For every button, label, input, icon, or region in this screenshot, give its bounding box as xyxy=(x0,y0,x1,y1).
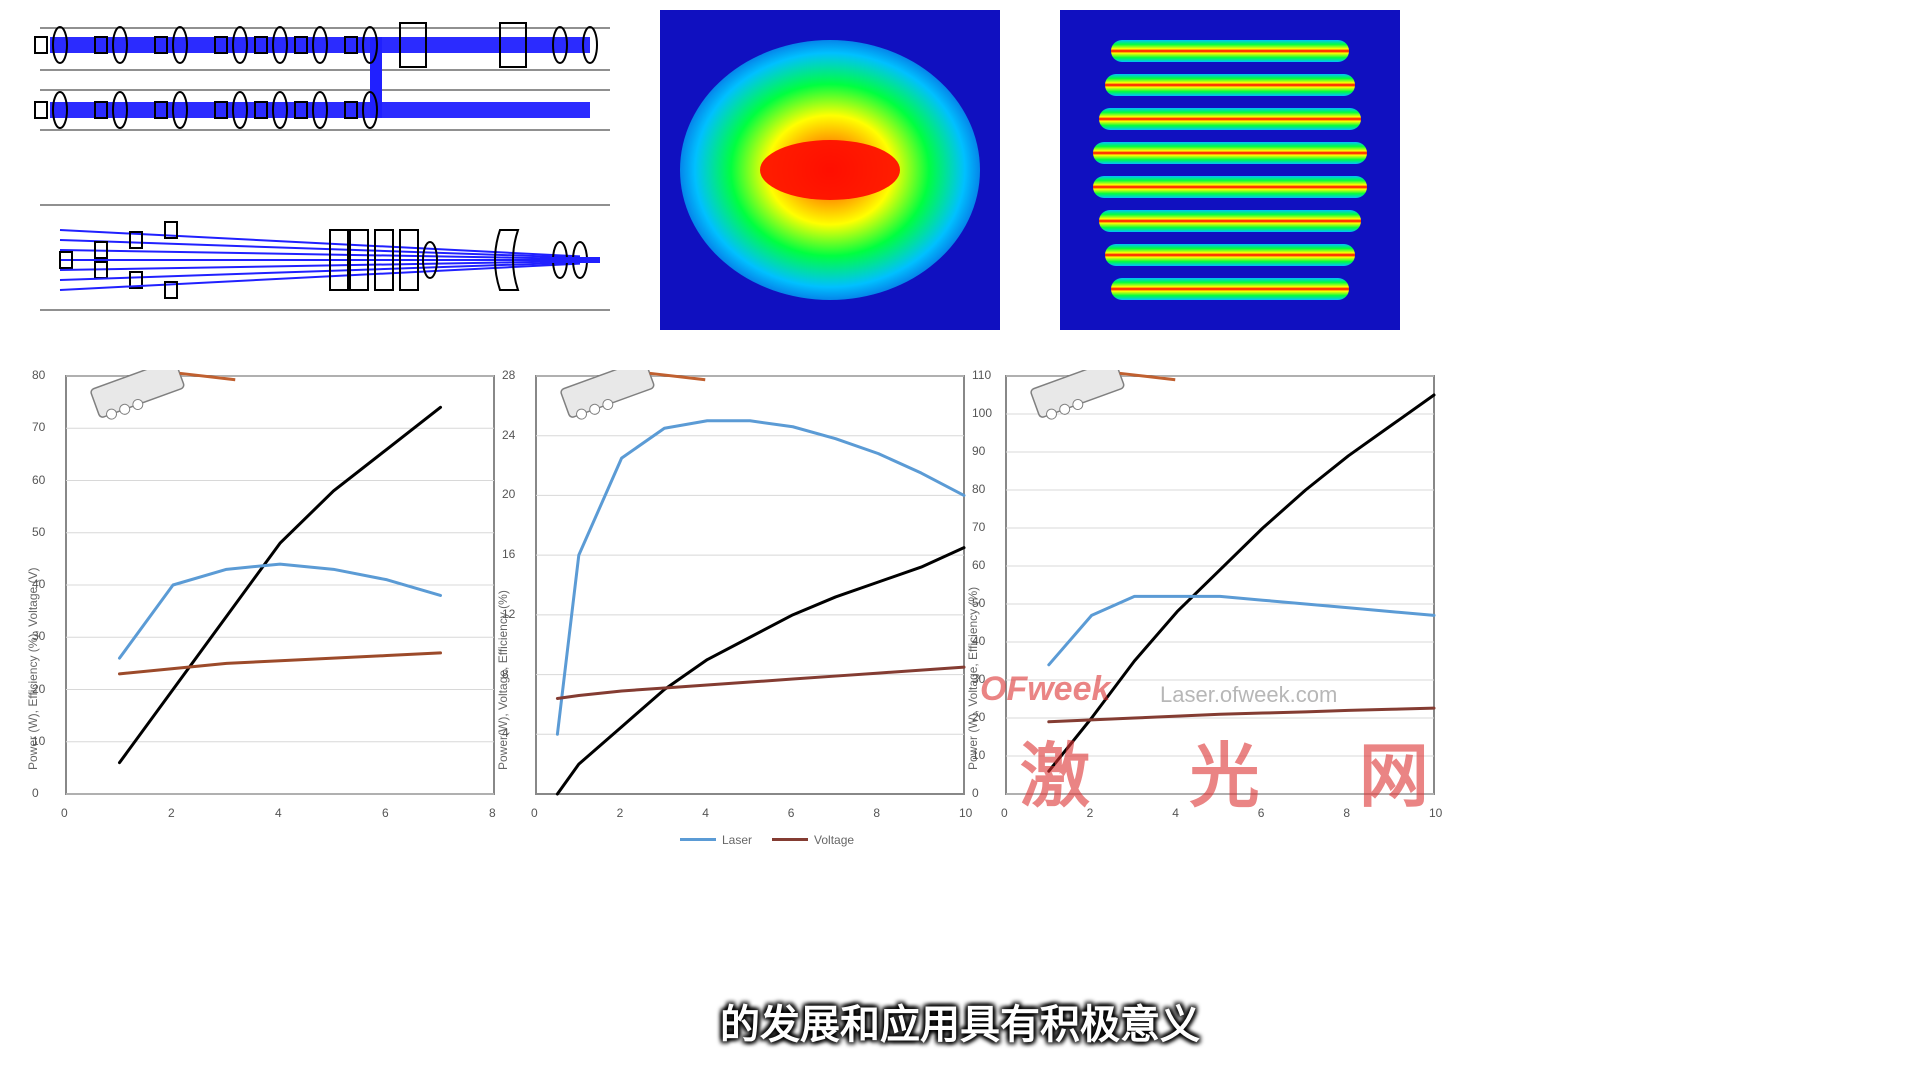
video-subtitle: 的发展和应用具有积极意义 xyxy=(720,992,1200,1050)
chart2-legend: LaserVoltage xyxy=(670,828,864,847)
chart2 xyxy=(530,370,970,800)
chart1-ylabel: Power (W), Efficiency (%), Voltage (V) xyxy=(26,380,40,770)
watermark-brand: OFweek xyxy=(980,670,1110,709)
watermark-cn: 激 光 网 xyxy=(1020,720,1469,821)
chart1 xyxy=(60,370,500,800)
beam-profile-heatmap xyxy=(660,10,1000,330)
beam-bars-heatmap xyxy=(1060,10,1400,330)
optical-schematic xyxy=(20,10,620,340)
watermark-url: Laser.ofweek.com xyxy=(1160,682,1337,708)
